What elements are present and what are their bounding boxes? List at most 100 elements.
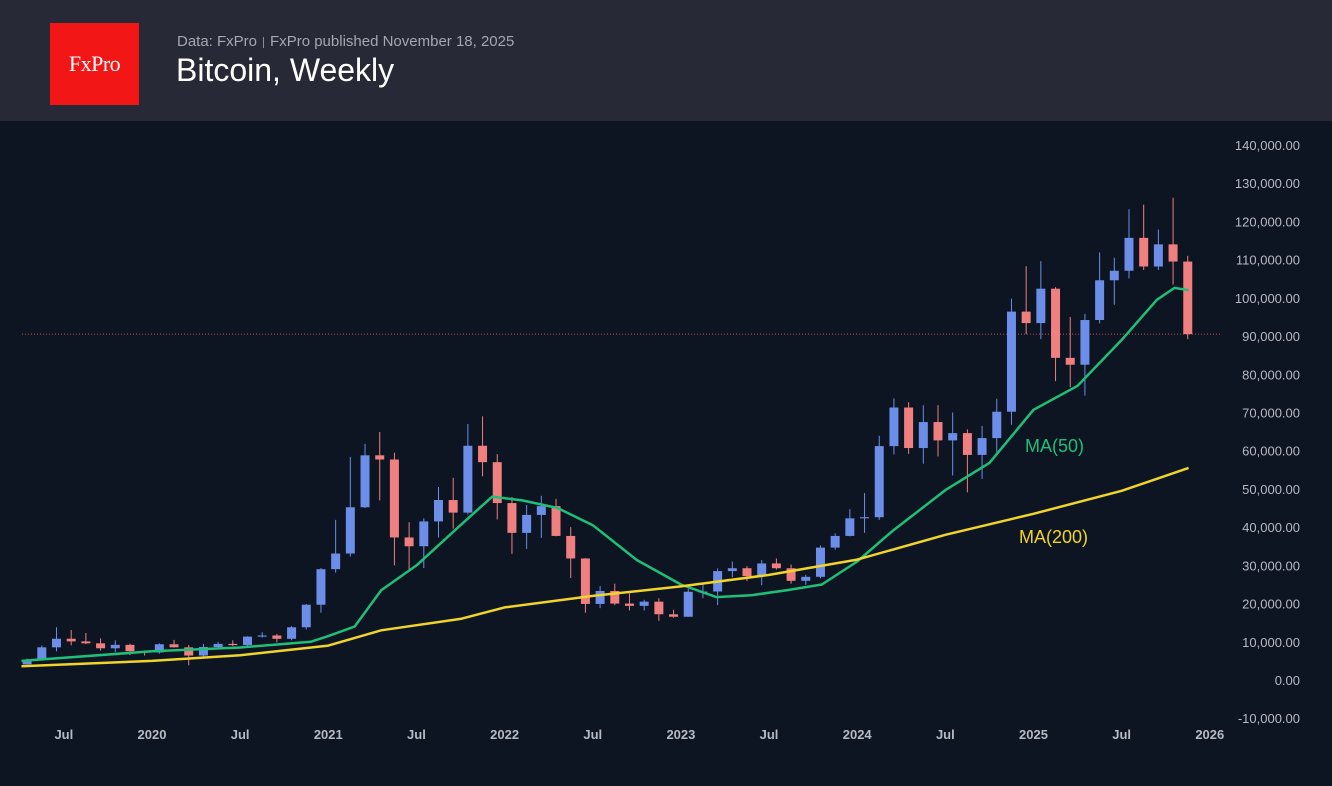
candle-body xyxy=(962,433,972,455)
candle-body xyxy=(257,635,267,637)
candle-body xyxy=(169,644,179,648)
x-tick-label: 2023 xyxy=(666,727,695,742)
candle-body xyxy=(566,535,576,559)
candle-body xyxy=(331,553,341,570)
candle-body xyxy=(654,601,664,615)
candle-body xyxy=(889,407,899,447)
x-tick-label: Jul xyxy=(231,727,250,742)
candle-body xyxy=(742,568,752,577)
candle-body xyxy=(492,462,502,504)
candle-body xyxy=(845,518,855,536)
candle-body xyxy=(757,563,767,577)
candle-body xyxy=(37,647,47,660)
candle-body xyxy=(992,411,1002,439)
candle-body xyxy=(786,568,796,581)
ma50-line xyxy=(21,286,1189,663)
candle-body xyxy=(228,643,238,646)
candle-body xyxy=(287,627,297,639)
x-tick-label: 2025 xyxy=(1019,727,1048,742)
candle-body xyxy=(1065,357,1075,365)
y-tick-label: 20,000.00 xyxy=(1242,597,1300,612)
candle-body xyxy=(1006,311,1016,412)
candle-body xyxy=(360,455,370,508)
y-tick-label: 0.00 xyxy=(1275,673,1300,688)
candle-body xyxy=(301,604,311,628)
candle-body xyxy=(345,507,355,554)
candle-body xyxy=(830,535,840,548)
x-tick-label: Jul xyxy=(54,727,73,742)
candle-body xyxy=(639,601,649,606)
y-tick-label: 100,000.00 xyxy=(1235,291,1300,306)
candle-body xyxy=(874,446,884,518)
candle-body xyxy=(213,643,223,648)
candle-body xyxy=(1080,320,1090,365)
candle-body xyxy=(198,647,208,656)
candle-body xyxy=(1153,244,1163,267)
candle-body xyxy=(110,644,120,649)
published-date: FxPro published November 18, 2025 xyxy=(270,33,515,50)
x-tick-label: 2020 xyxy=(138,727,167,742)
candle-body xyxy=(389,459,399,538)
separator xyxy=(263,36,265,48)
x-tick-label: Jul xyxy=(407,727,426,742)
x-tick-label: 2021 xyxy=(314,727,343,742)
x-tick-label: Jul xyxy=(760,727,779,742)
y-tick-label: 10,000.00 xyxy=(1242,635,1300,650)
candle-body xyxy=(580,558,590,604)
y-tick-label: 90,000.00 xyxy=(1242,329,1300,344)
candle-body xyxy=(375,455,385,460)
y-tick-label: 80,000.00 xyxy=(1242,367,1300,382)
y-tick-label: 60,000.00 xyxy=(1242,444,1300,459)
x-tick-label: Jul xyxy=(583,727,602,742)
candle-body xyxy=(610,590,620,604)
candle-body xyxy=(904,407,914,449)
candle-body xyxy=(404,537,414,547)
candle-body xyxy=(448,500,458,513)
candle-body xyxy=(1139,237,1149,267)
candle-body xyxy=(771,563,781,569)
candle-body xyxy=(478,445,488,463)
y-tick-label: 70,000.00 xyxy=(1242,406,1300,421)
y-tick-label: 110,000.00 xyxy=(1236,253,1300,268)
ma200-label: MA(200) xyxy=(1019,527,1088,547)
chart-title: Bitcoin, Weekly xyxy=(176,52,395,88)
ma200-line xyxy=(21,466,1190,668)
x-tick-label: 2022 xyxy=(490,727,519,742)
y-tick-label: 130,000.00 xyxy=(1235,176,1300,191)
y-tick-label: 140,000.00 xyxy=(1235,138,1300,153)
candle-body xyxy=(419,521,429,547)
x-tick-label: Jul xyxy=(936,727,955,742)
candle-body xyxy=(184,647,194,656)
x-tick-label: 2024 xyxy=(843,727,873,742)
candle-body xyxy=(272,635,282,639)
candle-body xyxy=(507,503,517,533)
candle-body xyxy=(948,433,958,441)
data-source: Data: FxPro xyxy=(177,33,258,50)
y-tick-label: -10,000.00 xyxy=(1238,711,1300,726)
candle-body xyxy=(22,659,32,665)
candle-body xyxy=(1051,288,1061,358)
candle-body xyxy=(316,569,326,605)
candle-body xyxy=(522,514,532,533)
ma50-label: MA(50) xyxy=(1025,436,1084,456)
candle-body xyxy=(918,422,928,449)
candle-body xyxy=(624,603,634,606)
candle-body xyxy=(1021,311,1031,324)
candle-body xyxy=(536,506,546,515)
candle-body xyxy=(96,643,106,649)
candle-body xyxy=(433,500,443,522)
candle-body xyxy=(1168,244,1178,262)
candle-body xyxy=(463,445,473,513)
x-tick-label: Jul xyxy=(1112,727,1131,742)
header: FxPro Data: FxPro FxPro published Novembe… xyxy=(0,0,1332,121)
candle-body xyxy=(815,547,825,577)
x-tick-label: 2026 xyxy=(1195,727,1224,742)
candle-body xyxy=(154,644,164,653)
candle-body xyxy=(551,506,561,536)
candle-body xyxy=(66,638,76,642)
fxpro-logo: FxPro xyxy=(50,23,139,105)
y-tick-label: 120,000.00 xyxy=(1235,214,1300,229)
candle-body xyxy=(1036,288,1046,324)
candle-body xyxy=(727,568,737,572)
